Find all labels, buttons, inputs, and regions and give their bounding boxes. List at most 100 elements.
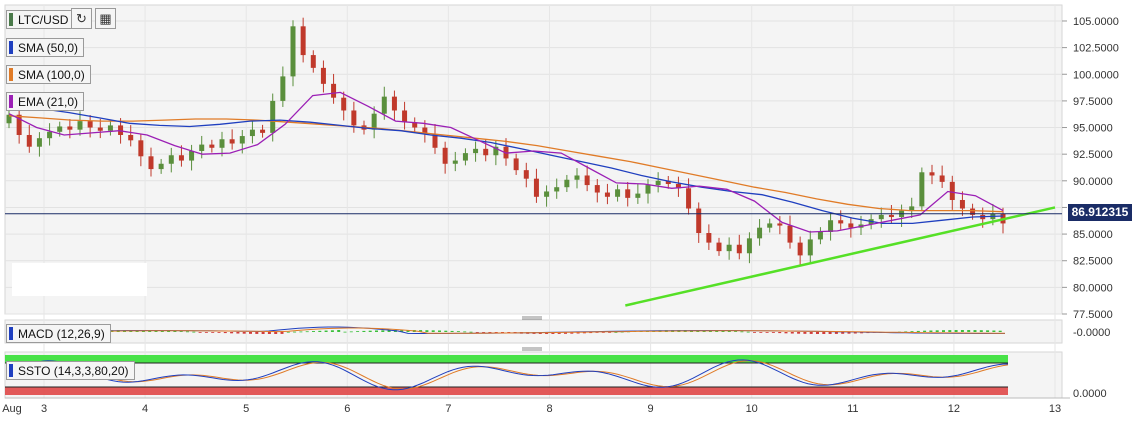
candle-body	[888, 214, 894, 218]
candle-body	[625, 189, 631, 198]
current-price-tag: 86.912315	[1068, 204, 1132, 221]
candle-body	[706, 233, 712, 243]
macd-histogram-bar	[167, 330, 171, 332]
sma50-text: SMA (50,0)	[18, 41, 79, 55]
macd-histogram-bar	[929, 330, 933, 332]
macd-y-tick-label: -0.0000	[1073, 327, 1110, 339]
candle-body	[696, 208, 702, 234]
candle-body	[807, 239, 813, 256]
macd-histogram-bar	[186, 331, 189, 333]
macd-histogram-bar	[438, 330, 441, 332]
candle-body	[209, 144, 215, 148]
candle-body	[6, 114, 12, 124]
macd-histogram-bar	[734, 331, 738, 332]
candle-body	[331, 83, 337, 98]
candle-body	[655, 180, 661, 186]
x-tick-label: 5	[243, 403, 249, 415]
macd-histogram-bar	[249, 332, 252, 334]
macd-label[interactable]: MACD (12,26,9)	[6, 324, 111, 343]
x-tick-label: 6	[344, 403, 350, 415]
macd-histogram-bar	[910, 331, 914, 332]
macd-histogram-bar	[179, 331, 183, 332]
macd-histogram-bar	[274, 332, 278, 334]
ema21-label[interactable]: EMA (21,0)	[6, 92, 85, 111]
refresh-icon[interactable]: ↻	[71, 8, 92, 29]
macd-histogram-bar	[727, 330, 731, 332]
candle-body	[260, 129, 266, 133]
macd-histogram-bar	[960, 330, 964, 332]
candle-body	[523, 170, 529, 179]
macd-histogram-bar	[488, 332, 492, 333]
ssto-d-line	[7, 360, 1009, 390]
macd-histogram-bar	[904, 331, 908, 333]
sma100-text: SMA (100,0)	[18, 68, 85, 82]
ssto-label[interactable]: SSTO (14,3,3,80,20)	[6, 361, 135, 380]
macd-histogram-bar	[576, 332, 580, 334]
candle-body	[584, 175, 590, 186]
sma50-label[interactable]: SMA (50,0)	[6, 38, 85, 57]
symbol-label[interactable]: LTC/USD	[6, 10, 75, 29]
macd-signal-line	[9, 327, 1005, 334]
macd-histogram-bar	[860, 332, 864, 334]
candle-body	[219, 139, 225, 148]
sma100-label[interactable]: SMA (100,0)	[6, 65, 91, 84]
macd-histogram-bar	[204, 332, 208, 333]
candle-body	[47, 131, 53, 139]
sma100-line	[8, 115, 1004, 213]
candle-body	[959, 199, 965, 209]
sma50-line	[8, 105, 1004, 225]
macd-histogram-bar	[192, 331, 196, 333]
macd-histogram-bar	[482, 332, 486, 333]
macd-histogram-bar	[494, 332, 498, 333]
candle-body	[402, 110, 408, 123]
candle-body	[665, 180, 671, 185]
macd-histogram-bar	[368, 330, 372, 332]
macd-histogram-bar	[973, 330, 977, 332]
macd-histogram-bar	[450, 330, 454, 332]
candle-body	[635, 193, 641, 198]
candle-body	[604, 192, 610, 197]
ssto-swatch	[9, 364, 13, 377]
macd-histogram-bar	[998, 330, 1002, 332]
candle-body	[939, 175, 945, 182]
ssto-oversold-band	[5, 387, 1008, 395]
candle-body	[16, 114, 22, 135]
candle-body	[229, 139, 235, 144]
candle-body	[351, 110, 357, 126]
y-tick-label: 77.5000	[1073, 309, 1113, 321]
candle-body	[716, 242, 722, 252]
candle-body	[736, 244, 742, 254]
candle-body	[148, 156, 154, 170]
macd-histogram-bar	[173, 330, 177, 332]
macd-histogram-bar	[790, 332, 794, 334]
ssto-k-line	[7, 359, 1009, 391]
candle-body	[168, 155, 174, 164]
candle-body	[493, 146, 499, 156]
y-tick-label: 97.5000	[1073, 96, 1113, 108]
macd-histogram-bar	[198, 332, 202, 333]
x-tick-label: 8	[546, 403, 552, 415]
calendar-icon[interactable]: ▦	[95, 8, 116, 29]
support-trendline	[625, 206, 1056, 307]
macd-text: MACD (12,26,9)	[18, 327, 105, 341]
macd-histogram-bar	[456, 331, 460, 332]
candle-body	[615, 189, 621, 197]
macd-histogram-bar	[841, 332, 845, 334]
macd-histogram-bar	[601, 332, 605, 333]
macd-histogram-bar	[444, 330, 448, 332]
macd-histogram-bar	[242, 332, 246, 334]
macd-histogram-bar	[469, 331, 473, 333]
candle-body	[189, 150, 195, 161]
symbol-text: LTC/USD	[18, 13, 69, 27]
candle-body	[310, 55, 316, 68]
candle-body	[67, 126, 73, 130]
candle-body	[280, 76, 286, 101]
macd-histogram-bar	[582, 332, 586, 334]
macd-histogram-bar	[797, 332, 801, 334]
macd-histogram-bar	[771, 332, 775, 333]
macd-histogram-bar	[948, 330, 952, 332]
x-tick-label: Aug	[2, 403, 22, 415]
x-tick-label: 3	[41, 403, 47, 415]
candle-body	[300, 26, 306, 56]
